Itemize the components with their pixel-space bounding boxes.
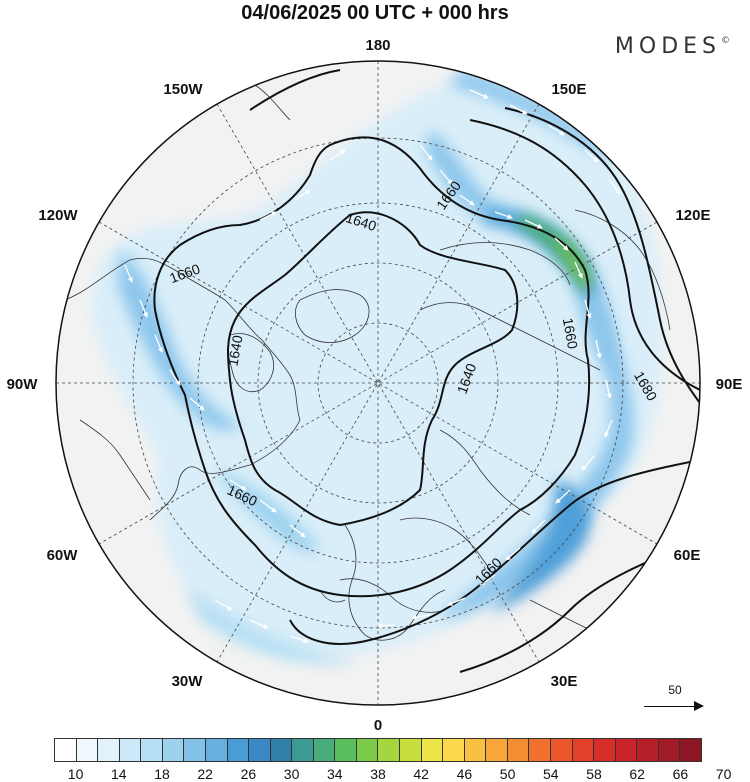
colorbar-tick-label: 30 xyxy=(283,766,300,782)
wind-vectors xyxy=(124,89,621,644)
colorbar-tick-label: 34 xyxy=(327,766,343,782)
colorbar-tick-label: 70 xyxy=(715,766,732,782)
colorbar-tick-label: 10 xyxy=(67,766,84,782)
colorbar-swatch xyxy=(292,739,314,761)
map-border xyxy=(55,60,701,706)
colorbar-swatch xyxy=(141,739,163,761)
colorbar-swatch xyxy=(680,739,701,761)
colorbar-tick-label: 22 xyxy=(197,766,213,782)
contour-label: 1660 xyxy=(560,317,581,351)
colorbar-tick-label: 18 xyxy=(154,766,170,782)
colorbar-swatch xyxy=(227,739,250,761)
lon-label-120w: 120W xyxy=(38,207,78,224)
colorbar-swatch xyxy=(486,739,508,761)
lon-label-150e: 150E xyxy=(551,81,586,98)
lon-label-150w: 150W xyxy=(163,81,203,98)
longitude-labels: 180 150W 150E 120W 120E 90W 90E 60W 60E … xyxy=(7,37,743,734)
lon-label-60w: 60W xyxy=(47,547,79,564)
colorbar-swatch xyxy=(637,739,659,761)
contour-1660-outer xyxy=(469,119,700,391)
colorbar-swatch xyxy=(529,739,551,761)
graticule xyxy=(56,61,700,705)
lon-label-120e: 120E xyxy=(675,207,710,224)
colorbar-tick-label: 66 xyxy=(672,766,689,782)
colorbar-swatch xyxy=(550,739,573,761)
colorbar-tick-label: 42 xyxy=(413,766,429,782)
colorbar-tick-label: 58 xyxy=(586,766,602,782)
colorbar-swatch xyxy=(443,739,465,761)
colorbar-tick-label: 14 xyxy=(111,766,127,782)
colorbar-swatch xyxy=(378,739,400,761)
colorbar-tick-label: 62 xyxy=(629,766,645,782)
colorbar-tick-label: 54 xyxy=(543,766,559,782)
contour-pacific-high xyxy=(249,69,341,111)
lon-label-0: 0 xyxy=(374,717,382,734)
contour-1660-inner xyxy=(153,136,591,598)
contour-1640 xyxy=(227,211,519,527)
colorbar-tick-labels: 10 14 18 22 26 30 34 38 42 46 50 54 58 62 66 70 xyxy=(54,766,732,782)
colorbar-swatch xyxy=(658,739,681,761)
colorbar-swatch xyxy=(356,739,379,761)
colorbar-swatch xyxy=(421,739,444,761)
colorbar-tick-label: 46 xyxy=(456,766,473,782)
reference-vector-label: 50 xyxy=(668,683,682,697)
colorbar-swatch xyxy=(119,739,142,761)
colorbar-swatch xyxy=(400,739,422,761)
colorbar-swatch xyxy=(162,739,185,761)
contour-label: 1640 xyxy=(224,334,245,368)
lon-label-90w: 90W xyxy=(7,376,39,393)
colorbar-swatch xyxy=(184,739,206,761)
reference-vector: 50 xyxy=(640,683,710,713)
colorbar-swatch xyxy=(205,739,228,761)
colorbar-swatch xyxy=(55,739,77,761)
brand-logo: MODES© xyxy=(614,34,730,59)
colorbar-swatch xyxy=(98,739,120,761)
colorbar-swatch xyxy=(249,739,271,761)
colorbar-swatch xyxy=(313,739,336,761)
contour-1680 xyxy=(504,107,700,411)
lon-label-90e: 90E xyxy=(716,376,743,393)
colorbar-tick-label: 50 xyxy=(499,766,516,782)
reference-arrow-icon xyxy=(640,699,710,713)
colorbar xyxy=(54,738,702,762)
colorbar-swatch xyxy=(615,739,638,761)
lon-label-30w: 30W xyxy=(172,673,204,690)
colorbar-swatch xyxy=(572,739,595,761)
colorbar-swatch xyxy=(270,739,293,761)
lon-label-180: 180 xyxy=(365,37,390,54)
lon-label-30e: 30E xyxy=(551,673,578,690)
colorbar-swatch xyxy=(507,739,530,761)
colorbar-swatch xyxy=(76,739,99,761)
colorbar-tick-label: 26 xyxy=(240,766,257,782)
lon-label-60e: 60E xyxy=(674,547,701,564)
colorbar-swatch xyxy=(335,739,357,761)
colorbar-swatch xyxy=(464,739,487,761)
map-title: 04/06/2025 00 UTC + 000 hrs xyxy=(241,2,509,24)
colorbar-tick-label: 38 xyxy=(370,766,386,782)
colorbar-swatch xyxy=(594,739,616,761)
